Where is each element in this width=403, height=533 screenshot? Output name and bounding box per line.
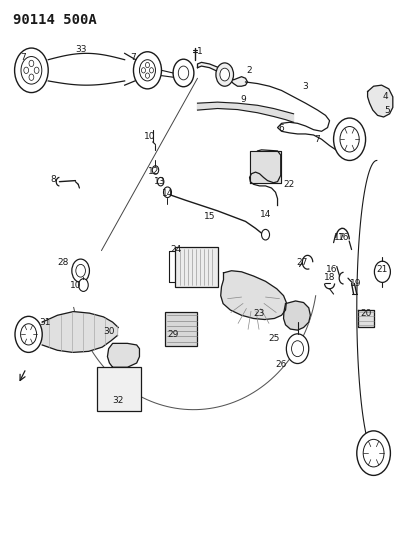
Text: 8: 8 bbox=[50, 174, 56, 183]
Circle shape bbox=[363, 439, 384, 467]
Polygon shape bbox=[221, 271, 287, 319]
Circle shape bbox=[287, 334, 309, 364]
Text: 16: 16 bbox=[338, 233, 349, 242]
Text: 28: 28 bbox=[58, 258, 69, 266]
Circle shape bbox=[152, 166, 159, 174]
Circle shape bbox=[220, 68, 230, 81]
Circle shape bbox=[334, 118, 366, 160]
Text: 29: 29 bbox=[168, 330, 179, 339]
Circle shape bbox=[24, 67, 29, 74]
Circle shape bbox=[291, 341, 303, 357]
Text: 21: 21 bbox=[376, 265, 387, 273]
Text: 30: 30 bbox=[103, 327, 114, 336]
Circle shape bbox=[173, 59, 194, 87]
Text: 22: 22 bbox=[283, 180, 294, 189]
Text: 19: 19 bbox=[350, 279, 361, 288]
Circle shape bbox=[76, 264, 85, 277]
Circle shape bbox=[150, 68, 154, 73]
Text: 24: 24 bbox=[170, 245, 182, 254]
Text: 25: 25 bbox=[269, 334, 280, 343]
Text: 33: 33 bbox=[76, 45, 87, 54]
Polygon shape bbox=[249, 151, 281, 183]
Text: 20: 20 bbox=[361, 309, 372, 318]
Text: 2: 2 bbox=[247, 66, 252, 75]
Circle shape bbox=[21, 56, 42, 84]
Text: 5: 5 bbox=[385, 106, 391, 115]
Text: 90114 500A: 90114 500A bbox=[13, 13, 97, 27]
Text: 7: 7 bbox=[131, 53, 136, 62]
Circle shape bbox=[340, 126, 359, 152]
Text: 13: 13 bbox=[154, 177, 165, 186]
Text: 14: 14 bbox=[260, 210, 271, 219]
Circle shape bbox=[158, 177, 164, 186]
Text: 18: 18 bbox=[324, 272, 335, 281]
Text: 10: 10 bbox=[70, 280, 81, 289]
Circle shape bbox=[145, 73, 150, 78]
Bar bbox=[175, 247, 218, 287]
Text: 10: 10 bbox=[144, 132, 155, 141]
Polygon shape bbox=[357, 310, 374, 327]
Text: 4: 4 bbox=[383, 92, 388, 101]
Circle shape bbox=[15, 48, 48, 93]
Text: 14: 14 bbox=[162, 189, 173, 198]
Text: 12: 12 bbox=[148, 166, 159, 175]
Circle shape bbox=[262, 229, 270, 240]
Circle shape bbox=[357, 431, 391, 475]
Text: 27: 27 bbox=[296, 258, 307, 266]
Circle shape bbox=[21, 324, 37, 345]
Circle shape bbox=[164, 187, 172, 198]
Polygon shape bbox=[284, 301, 310, 330]
Circle shape bbox=[72, 259, 89, 282]
Circle shape bbox=[29, 60, 34, 67]
Polygon shape bbox=[197, 102, 293, 122]
Text: 32: 32 bbox=[112, 395, 124, 405]
Polygon shape bbox=[108, 343, 139, 367]
Circle shape bbox=[141, 68, 145, 73]
Text: 6: 6 bbox=[278, 124, 285, 133]
Circle shape bbox=[34, 67, 39, 74]
Bar bbox=[98, 367, 141, 411]
Text: 3: 3 bbox=[303, 82, 308, 91]
Text: 17: 17 bbox=[334, 233, 345, 242]
Polygon shape bbox=[42, 312, 118, 352]
Text: 16: 16 bbox=[326, 265, 337, 273]
Polygon shape bbox=[197, 62, 247, 86]
Bar bbox=[166, 312, 197, 346]
Text: 31: 31 bbox=[39, 318, 50, 327]
Text: 9: 9 bbox=[241, 95, 246, 104]
Circle shape bbox=[178, 66, 189, 80]
Text: 7: 7 bbox=[21, 53, 26, 62]
Text: 26: 26 bbox=[276, 360, 287, 369]
Polygon shape bbox=[368, 85, 393, 117]
Circle shape bbox=[216, 63, 233, 86]
Circle shape bbox=[374, 261, 391, 282]
Circle shape bbox=[79, 279, 88, 292]
Circle shape bbox=[29, 74, 34, 80]
Circle shape bbox=[145, 62, 150, 68]
Text: 1: 1 bbox=[197, 47, 202, 56]
Circle shape bbox=[139, 60, 156, 81]
Circle shape bbox=[15, 317, 42, 352]
Circle shape bbox=[133, 52, 162, 89]
Text: 15: 15 bbox=[204, 212, 215, 221]
Text: 23: 23 bbox=[253, 309, 264, 318]
Text: 7: 7 bbox=[315, 135, 320, 144]
